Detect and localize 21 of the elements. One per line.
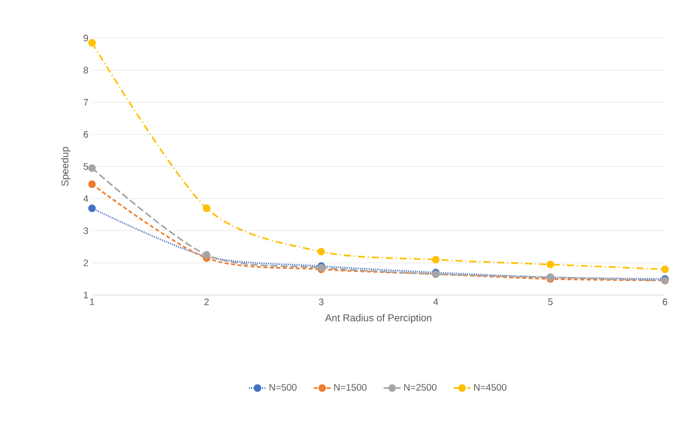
x-axis-title: Ant Radius of Perciption (325, 314, 432, 324)
y-tick-label: 1 (84, 292, 88, 298)
y-tick-label: 3 (84, 227, 88, 234)
legend-label: N=1500 (334, 384, 367, 391)
y-tick-label: 8 (84, 66, 88, 74)
y-tick-label: 5 (84, 163, 88, 170)
x-tick-label: 4 (433, 298, 438, 306)
legend-label: N=2500 (404, 384, 436, 391)
y-tick-label: 9 (84, 34, 88, 42)
x-tick-label: 6 (662, 298, 668, 306)
x-tick-label: 5 (548, 298, 553, 306)
x-tick-label: 2 (204, 298, 209, 306)
legend-label: N=500 (270, 384, 297, 391)
y-tick-label: 4 (83, 195, 88, 202)
x-tick-label: 3 (318, 298, 324, 306)
x-tick-label: 1 (90, 298, 94, 306)
y-tick-label: 6 (84, 131, 88, 138)
y-tick-label: 7 (84, 98, 88, 106)
y-axis-title: Speedup (61, 146, 70, 186)
y-tick-label: 2 (84, 260, 88, 266)
legend-label: N=4500 (474, 384, 506, 391)
